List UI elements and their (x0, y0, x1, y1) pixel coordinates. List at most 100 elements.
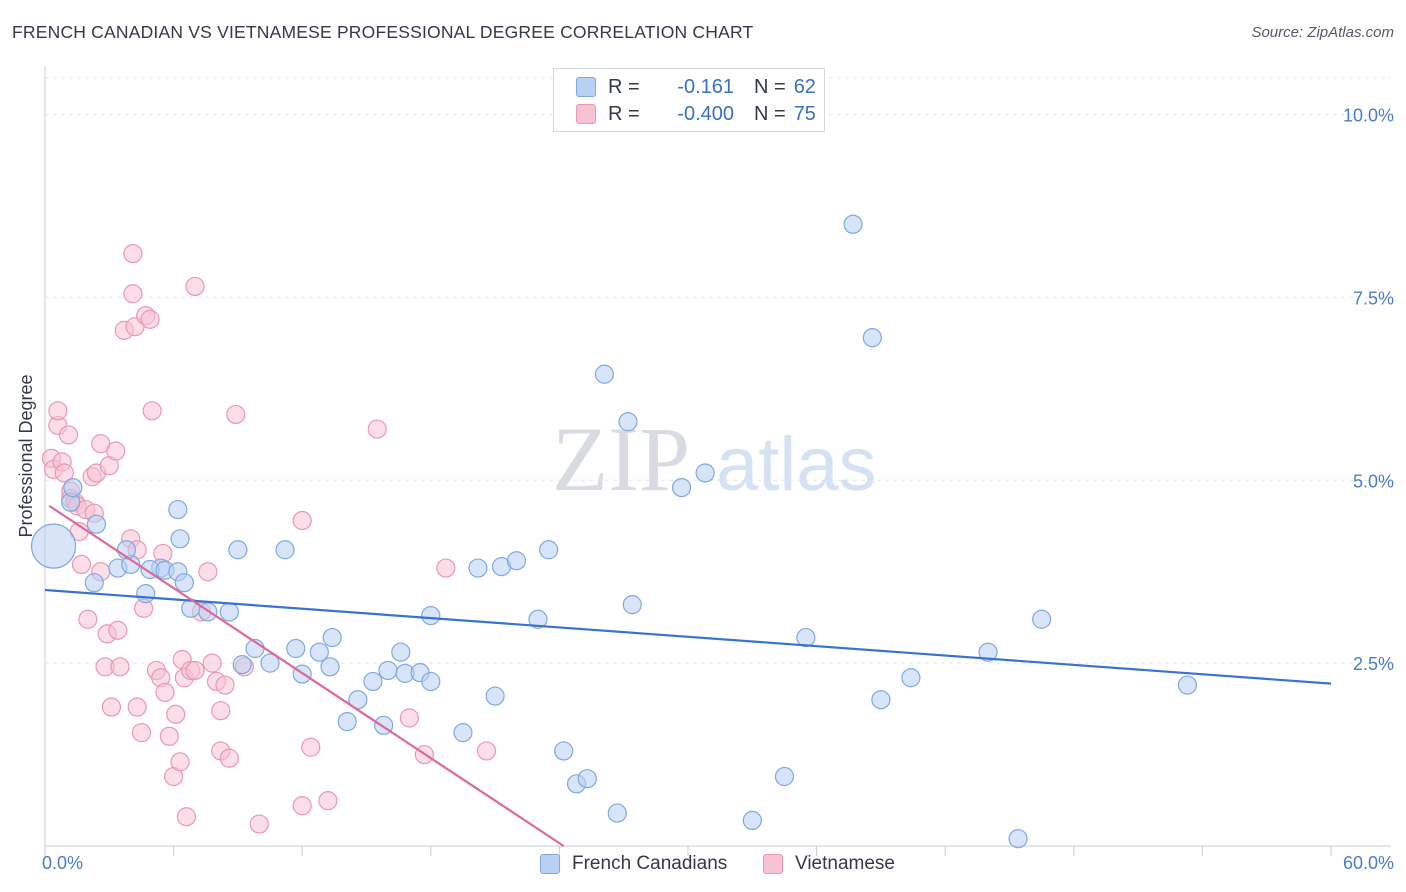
french-canadian-point (695, 463, 715, 483)
french-canadian-trend-line (44, 588, 1332, 685)
vietnamese-point (123, 243, 143, 264)
y-axis-label: Professional Degree (16, 374, 36, 537)
vietnamese-point (110, 657, 130, 677)
vietnamese-point (166, 704, 186, 724)
legend-n-label: N = (754, 102, 786, 125)
vietnamese-point (249, 814, 269, 834)
french-canadian-point (468, 558, 488, 578)
legend-r-label: R = (608, 75, 640, 98)
french-canadian-point (742, 810, 762, 831)
vietnamese-point (202, 653, 222, 673)
correlation-legend: R = -0.161 N = 62 R = -0.400 N = 75 (553, 68, 825, 132)
french-canadian-point (63, 478, 83, 498)
vietnamese-points (41, 243, 497, 834)
vietnamese-point (127, 697, 147, 717)
vietnamese-point (211, 701, 231, 721)
legend-r-value: -0.161 (677, 75, 734, 98)
legend-n-label: N = (754, 75, 786, 98)
french-canadian-point (219, 602, 239, 622)
french-canadian-point (843, 214, 863, 234)
x-tick-label: 60.0% (1343, 853, 1394, 873)
blue-swatch (540, 854, 560, 874)
vietnamese-point (48, 401, 68, 421)
french-canadian-point (232, 655, 252, 675)
vietnamese-point (301, 737, 321, 757)
french-canadian-point (322, 627, 342, 648)
chart-title: FRENCH CANADIAN VS VIETNAMESE PROFESSION… (12, 22, 754, 42)
french-canadian-point (594, 364, 615, 384)
tick-labels: 2.5% 5.0% 7.5% 10.0% 0.0% 60.0% (42, 106, 1394, 873)
vietnamese-point (101, 697, 122, 717)
french-canadian-point (170, 529, 190, 549)
french-canadian-point (309, 642, 329, 662)
legend-row-vietnamese: R = -0.400 N = 75 (576, 101, 816, 127)
x-tick-label: 0.0% (42, 853, 83, 873)
french-canadian-point (378, 660, 398, 681)
french-canadian-point (796, 627, 816, 648)
french-canadian-point (320, 657, 340, 677)
trend-lines (44, 504, 1332, 847)
legend-n-value: 75 (793, 102, 816, 125)
french-canadian-point (30, 523, 77, 569)
french-canadian-point (168, 499, 188, 520)
french-canadian-point (275, 540, 295, 560)
watermark: ZIP atlas (552, 408, 877, 510)
legend-n-value: 62 (793, 75, 816, 98)
vietnamese-point (71, 554, 92, 575)
vietnamese-point (108, 620, 128, 640)
french-canadian-point (84, 573, 104, 593)
french-canadian-point (539, 540, 559, 560)
french-canadian-point (363, 671, 383, 692)
french-canadian-point (554, 741, 574, 761)
french-canadian-point (577, 769, 597, 789)
vietnamese-point (185, 660, 205, 681)
french-canadian-point (1177, 675, 1197, 695)
vietnamese-point (399, 708, 419, 728)
legend-row-french-canadians: R = -0.161 N = 62 (576, 74, 816, 100)
french-canadian-point (1032, 609, 1052, 629)
french-canadian-point (391, 642, 411, 662)
french-canadian-point (618, 412, 638, 432)
french-canadian-point (228, 540, 248, 560)
vietnamese-point (219, 748, 239, 768)
series-label: French Canadians (572, 853, 728, 874)
vietnamese-point (123, 284, 143, 304)
vietnamese-point (318, 791, 338, 811)
french-canadian-point (622, 595, 642, 615)
french-canadian-point (421, 671, 441, 692)
blue-swatch (576, 77, 596, 97)
source-label: Source: ZipAtlas.com (1251, 24, 1394, 41)
y-tick-label: 7.5% (1353, 288, 1394, 308)
vietnamese-point (185, 276, 205, 297)
vietnamese-point (170, 752, 190, 772)
french-canadian-point (260, 653, 280, 673)
french-canadian-point (862, 328, 882, 348)
french-canadian-point (136, 584, 156, 604)
french-canadian-point (607, 803, 627, 823)
vietnamese-point (106, 441, 126, 461)
vietnamese-point (58, 425, 79, 445)
vietnamese-point (54, 463, 74, 483)
french-canadian-point (485, 686, 505, 706)
vietnamese-point (140, 309, 160, 329)
vietnamese-trend-line (48, 504, 565, 847)
vietnamese-point (176, 807, 197, 827)
french-canadian-point (978, 642, 998, 662)
vietnamese-point (198, 562, 218, 582)
french-canadian-point (174, 573, 194, 593)
vietnamese-point (131, 723, 152, 743)
french-canadian-point (421, 605, 441, 626)
french-canadian-point (774, 766, 795, 787)
french-canadian-point (871, 690, 891, 710)
vietnamese-point (215, 675, 235, 695)
vietnamese-point (159, 726, 179, 746)
y-tick-label: 5.0% (1353, 471, 1394, 491)
grid-lines (45, 77, 1391, 664)
y-tick-label: 10.0% (1343, 106, 1394, 126)
french-canadian-point (286, 638, 306, 659)
legend-r-value: -0.400 (677, 102, 734, 125)
vietnamese-point (226, 404, 246, 425)
french-canadian-point (671, 478, 692, 498)
series-label: Vietnamese (795, 853, 895, 874)
